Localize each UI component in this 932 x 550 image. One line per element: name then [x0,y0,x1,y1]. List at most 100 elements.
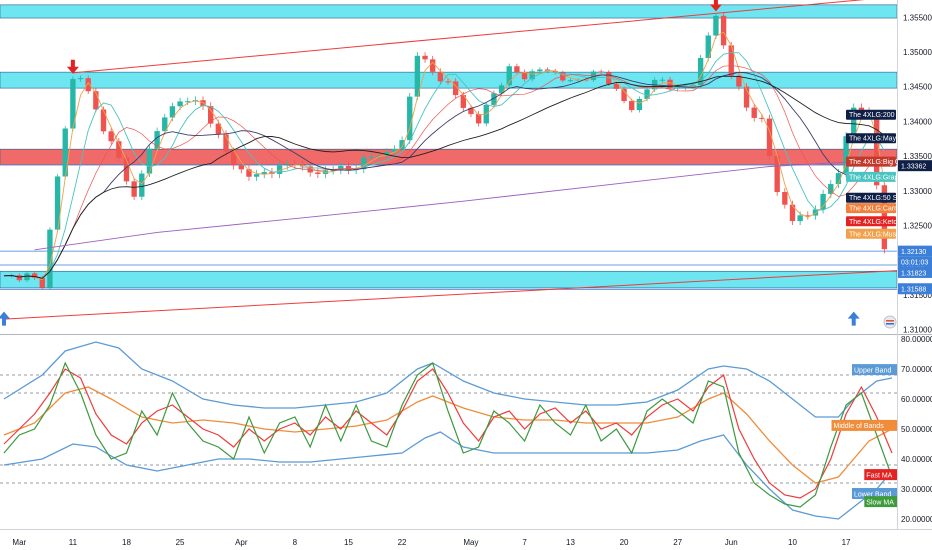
candle [874,114,880,186]
osc-line-fast-ma [3,368,893,499]
candle [437,71,444,82]
osc-legend-tag: Middle of Bands [831,419,897,431]
oscillator-panel[interactable]: 80.00000 70.00000 60.00000 50.00000 40.00000… [0,335,932,524]
price-label-text: 1.31588 [901,287,926,294]
time-tick-label: 10 [788,538,797,547]
ma-tag-bg [846,171,896,182]
ma-tag: The 4XLG:50 SMA [846,192,908,203]
osc-tick-label: 20.00000 [901,515,932,524]
candle [384,152,390,156]
time-tick-label: 20 [620,538,629,547]
candle [223,134,229,152]
ma-ketchup-line [3,65,885,279]
candle [751,107,757,118]
candle [131,181,137,197]
candle [491,93,497,105]
candle [835,173,842,185]
ma-tag: The 4XLG:Carrot [846,203,902,214]
osc-legend-bg [864,469,897,481]
price-panel[interactable]: The 4XLG:200 SMA The 4XLG:Mayo The 4XLG:Bi… [0,0,932,335]
price-tick-label: 1.35500 [903,13,932,22]
osc-legend-label: Upper Band [854,367,891,374]
candle [720,15,727,46]
candle [177,101,183,107]
candle [475,114,482,124]
arrow-down-icon [709,0,722,12]
candle [361,157,367,170]
candle [697,57,704,86]
candle [185,101,191,103]
time-axis[interactable]: Mar 11 18 25 Apr 8 15 22 May 7 13 20 27 Jun 10 17 [12,538,851,547]
osc-legend-bg [831,419,897,431]
ma-tag-bg [846,156,896,167]
trendline [72,0,865,74]
candle [391,149,398,153]
candle [139,173,145,197]
ma-tag: The 4XLG:200 SMA [846,109,912,120]
price-label-bg [898,160,932,172]
candle [315,172,321,174]
trendline [3,270,898,320]
candle [414,55,421,97]
candle [636,98,643,111]
candle [774,155,780,193]
ma-tag: The 4XLG:Mayo [846,133,900,144]
candle [154,131,160,149]
osc-tick-label: 30.00000 [901,485,932,494]
zone-cyan-0 [0,4,898,19]
candle [537,69,543,72]
zone-red-2 [0,148,898,165]
price-tick-label: 1.34000 [903,117,932,126]
price-tick-label: 1.32500 [903,221,932,230]
osc-legend-label: Fast MA [866,472,892,479]
osc-legend-label: Middle of Bands [834,423,885,430]
time-tick-label: May [463,538,478,547]
candle [276,165,283,174]
candle [782,192,788,205]
candle [146,148,153,174]
candle [54,176,61,230]
price-label-bg [898,245,932,257]
osc-legend-tag: Fast MA [864,469,897,481]
candle [460,95,466,108]
price-tick-label: 1.35000 [903,48,932,57]
candle [613,83,620,89]
candle [506,66,512,86]
osc-line-lower-band [3,431,893,520]
candle [552,70,558,73]
ma-tag: The 4XLG:Mustard [846,228,908,239]
osc-tick-label: 50.00000 [901,425,932,434]
ma-tag-bg [846,192,896,203]
price-label-text: 1.31823 [901,270,926,277]
candle [759,117,765,119]
candle [598,71,604,73]
osc-legend-tag: Upper Band [852,364,897,376]
candle [230,151,237,166]
osc-tick-label: 80.00000 [901,335,932,344]
candle [100,109,107,132]
candle [797,215,803,222]
ma-tag-label: The 4XLG:Ketchup [849,219,909,226]
candle [713,15,719,36]
candle [169,106,176,118]
candle [399,140,405,150]
candle [307,166,313,173]
time-tick-label: 11 [69,538,78,547]
osc-tick-label: 40.00000 [901,455,932,464]
ma-tag-label: The 4XLG:50 SMA [849,195,908,202]
candle [261,172,267,175]
ma-50-line [3,71,885,279]
ma-tag-label: The 4XLG:Grape [849,174,902,181]
candle [629,101,635,111]
ma-200-line [3,75,885,279]
ma-fast-line [3,31,885,281]
candle [162,117,168,132]
candle [468,107,474,115]
candle [93,91,99,110]
candle [246,169,252,177]
time-tick-label: 18 [122,538,131,547]
currency-flag-icon[interactable] [883,315,897,329]
osc-legend-tag: Lower Band [852,488,897,499]
price-label-bg [898,266,932,278]
candle [368,156,375,158]
